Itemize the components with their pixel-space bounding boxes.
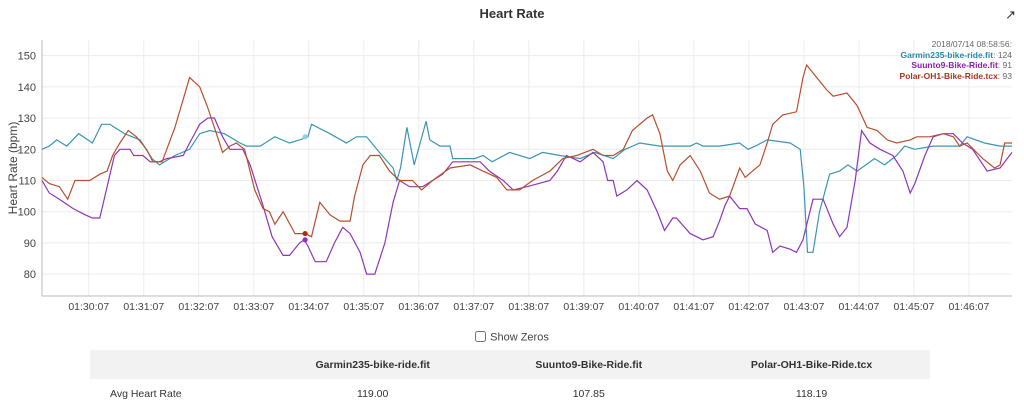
tooltip-value: 93 (1002, 70, 1012, 81)
y-tick-label: 80 (24, 269, 36, 281)
table-header: Suunto9-Bike-Ride.fit (484, 350, 694, 379)
show-zeros-control[interactable]: Show Zeros (0, 331, 1024, 344)
series-line-suunto (41, 117, 1013, 275)
x-tick-label: 01:41:07 (673, 301, 714, 313)
y-tick-label: 150 (18, 51, 36, 63)
tooltip-row-garmin: Garmin235-bike-ride.fit: 124 (900, 49, 1012, 60)
table-header: Garmin235-bike-ride.fit (261, 350, 485, 379)
x-tick-label: 01:42:07 (728, 301, 769, 313)
table-cell: 119.00 (357, 388, 389, 400)
hover-marker (302, 237, 308, 243)
table-header: Polar-OH1-Bike-Ride.tcx (693, 350, 930, 379)
x-tick-label: 01:35:07 (343, 301, 384, 313)
chart-title: Heart Rate (479, 6, 545, 21)
hover-tooltip: 2018/07/14 08:58:56: Garmin235-bike-ride… (900, 39, 1012, 81)
tooltip-series-name: Polar-OH1-Bike-Ride.tcx (899, 70, 998, 81)
y-tick-label: 130 (18, 113, 36, 125)
x-tick-label: 01:32:07 (178, 301, 219, 313)
x-tick-label: 01:37:07 (453, 301, 494, 313)
summary-table: Garmin235-bike-ride.fit Suunto9-Bike-Rid… (90, 350, 930, 409)
series-line-polar (41, 63, 1012, 238)
table-header (90, 350, 261, 379)
heart-rate-chart[interactable]: 80 90 100 110 120 130 140 150 01:30:07 01:31:07 01… (0, 0, 1024, 330)
x-tick-label: 01:36:07 (398, 301, 439, 313)
y-tick-label: 100 (18, 207, 36, 219)
tooltip-value: 124 (997, 49, 1012, 60)
tooltip-row-polar: Polar-OH1-Bike-Ride.tcx: 93 (899, 70, 1012, 81)
x-tick-label: 01:46:07 (948, 301, 989, 313)
table-header-row: Garmin235-bike-ride.fit Suunto9-Bike-Rid… (90, 350, 930, 379)
x-tick-label: 01:43:07 (783, 301, 824, 313)
table-cell: 107.85 (572, 388, 605, 400)
row-label: Avg Heart Rate (110, 388, 182, 400)
x-tick-label: 01:33:07 (233, 301, 274, 313)
y-tick-label: 140 (18, 82, 36, 94)
tooltip-row-suunto: Suunto9-Bike-Ride.fit: 91 (911, 60, 1012, 70)
table-row: Avg Heart Rate 119.00 107.85 118.19 (90, 379, 930, 409)
show-zeros-checkbox[interactable] (475, 331, 487, 342)
hover-marker (302, 134, 308, 140)
x-tick-label: 01:31:07 (123, 301, 164, 313)
tooltip-series-name: Suunto9-Bike-Ride.fit (911, 60, 998, 70)
y-tick-label: 90 (24, 238, 36, 250)
x-tick-label: 01:34:07 (288, 301, 329, 313)
x-tick-label: 01:39:07 (563, 301, 604, 313)
table-cell: 118.19 (795, 388, 828, 400)
external-edit-icon[interactable]: ↗︎ (1005, 7, 1016, 22)
x-tick-label: 01:45:07 (893, 301, 934, 313)
x-tick-label: 01:30:07 (68, 301, 109, 313)
x-tick-label: 01:38:07 (508, 301, 549, 313)
x-tick-label: 01:44:07 (838, 301, 879, 313)
show-zeros-label: Show Zeros (490, 331, 549, 344)
x-tick-label: 01:40:07 (618, 301, 659, 313)
hover-marker (302, 230, 308, 237)
y-tick-label: 110 (18, 175, 36, 187)
series-line-garmin (41, 121, 1012, 253)
tooltip-value: 91 (1002, 60, 1012, 70)
y-axis-label: Heart Rate (bpm) (6, 122, 20, 215)
y-tick-label: 120 (18, 144, 36, 156)
tooltip-series-name: Garmin235-bike-ride.fit (900, 49, 994, 60)
tooltip-timestamp: 2018/07/14 08:58:56: (931, 39, 1012, 49)
